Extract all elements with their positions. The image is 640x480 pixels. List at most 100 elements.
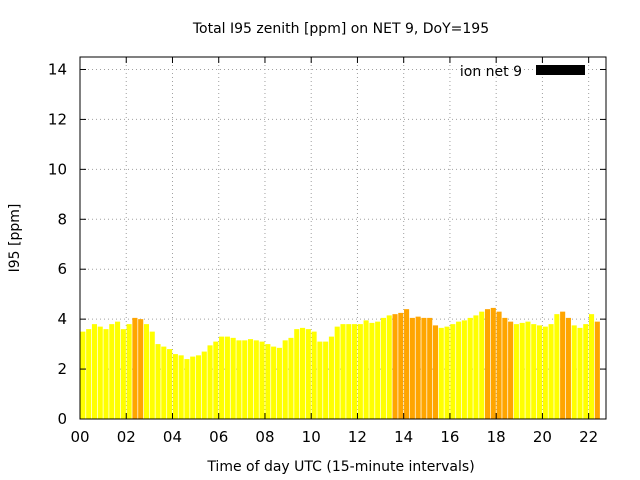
bar (213, 341, 219, 419)
bar (548, 324, 554, 419)
bar (317, 341, 323, 419)
x-tick-label: 18 (487, 428, 506, 446)
bar (352, 324, 358, 419)
bar (525, 321, 531, 419)
x-tick-label: 22 (579, 428, 598, 446)
y-axis: 0 2 4 6 8 10 12 14 (48, 60, 606, 428)
bar (461, 320, 467, 419)
bar (86, 329, 92, 419)
y-tick-label: 10 (48, 160, 67, 178)
y-tick-label: 4 (57, 310, 67, 328)
bar (207, 345, 213, 419)
bar (305, 329, 311, 419)
bar (490, 307, 496, 419)
bar (242, 340, 248, 419)
bar (236, 340, 242, 419)
bar (415, 316, 421, 419)
bar (195, 355, 202, 419)
bar (502, 317, 508, 419)
bar (577, 327, 583, 419)
y-tick-label: 14 (48, 60, 67, 78)
bar (456, 321, 462, 419)
bar (328, 336, 334, 419)
bar (444, 326, 450, 419)
y-tick-label: 12 (48, 110, 67, 128)
bar (271, 346, 277, 419)
bar (299, 327, 306, 419)
bar (409, 317, 415, 419)
plot-frame (79, 56, 607, 420)
x-tick-label: 10 (302, 428, 321, 446)
bar (109, 324, 115, 419)
x-axis-label: Time of day UTC (15-minute intervals) (206, 459, 474, 475)
bar (97, 326, 103, 419)
x-tick-label: 08 (255, 428, 274, 446)
bar (508, 321, 514, 419)
bar (496, 311, 502, 419)
bar (161, 346, 167, 419)
bar (346, 324, 352, 419)
legend: ion net 9 (460, 64, 585, 80)
bar (288, 337, 294, 419)
bar (571, 325, 577, 419)
bar (427, 317, 433, 419)
bar (340, 324, 346, 419)
bar (363, 320, 369, 419)
bar (103, 329, 109, 419)
bar (323, 341, 329, 419)
bar (311, 331, 317, 419)
bar (542, 326, 548, 419)
bar (398, 312, 404, 419)
x-tick-label: 12 (348, 428, 367, 446)
bar (380, 317, 387, 419)
bar (155, 344, 161, 419)
bar (253, 340, 259, 419)
bar (247, 339, 254, 419)
x-tick-label: 16 (440, 428, 459, 446)
bar (126, 324, 132, 419)
y-tick-label: 6 (57, 260, 67, 278)
bars (80, 307, 600, 419)
bar (594, 321, 600, 419)
bar (334, 326, 340, 419)
y-axis-label: I95 [ppm] (7, 204, 23, 273)
bar (259, 341, 265, 419)
bar (190, 356, 196, 419)
bar (224, 336, 230, 419)
bar (276, 347, 282, 419)
bar (184, 359, 190, 419)
bar (473, 315, 479, 419)
bar (438, 327, 444, 419)
bar (583, 324, 589, 419)
bar (531, 324, 537, 419)
bar (167, 349, 173, 419)
bar (536, 325, 543, 419)
bar (143, 324, 150, 419)
y-tick-label: 2 (57, 360, 67, 378)
bar (560, 311, 566, 419)
x-tick-label: 14 (394, 428, 413, 446)
bar (589, 314, 595, 419)
bar (230, 337, 236, 419)
bar (392, 314, 398, 419)
bar (178, 355, 184, 419)
x-tick-label: 04 (163, 428, 182, 446)
bar (421, 317, 427, 419)
bar (115, 321, 121, 419)
bar (219, 336, 225, 419)
chart-title: Total I95 zenith [ppm] on NET 9, DoY=195 (192, 21, 489, 37)
bar (132, 317, 138, 419)
bar (404, 309, 410, 419)
bar (375, 321, 381, 419)
bar (450, 324, 456, 419)
bar (479, 311, 485, 419)
legend-label: ion net 9 (460, 64, 522, 80)
bar (369, 322, 375, 419)
x-axis: 00 02 04 06 08 10 12 14 16 18 20 22 (70, 57, 598, 446)
bar (172, 354, 178, 419)
x-tick-label: 02 (117, 428, 136, 446)
x-tick-label: 06 (209, 428, 228, 446)
bar (294, 329, 300, 419)
bar (357, 324, 363, 419)
